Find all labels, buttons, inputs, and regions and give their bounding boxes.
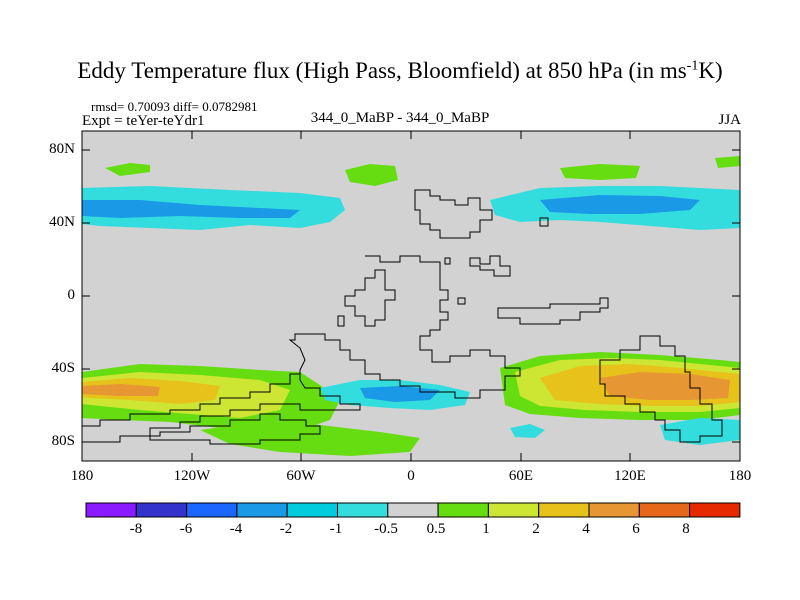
colorbar-swatch: [638, 502, 691, 518]
coast-island-1: [337, 315, 345, 327]
colorbar-swatch: [135, 502, 188, 518]
colorbar-label-p8: 8: [682, 521, 690, 537]
coast-island-4: [457, 297, 466, 305]
sh-cyan-left: [510, 424, 545, 438]
colorbar-label-m05: -0.5: [374, 521, 398, 537]
lon-label-180w: 180: [70, 468, 94, 484]
colorbar-swatch: [236, 502, 288, 518]
nh-east-blue-patch: [540, 195, 700, 214]
lon-label-0: 0: [407, 468, 415, 484]
nh-blue-patch: [82, 200, 300, 218]
colorbar-label-m1: -1: [329, 521, 343, 537]
colorbar-label-p05: 0.5: [426, 521, 446, 537]
nh-green-west: [105, 163, 150, 176]
nh-green-north: [345, 164, 398, 186]
sh-east-orange-band: [600, 372, 730, 400]
colorbar-label-m4: -4: [229, 521, 243, 537]
lon-label-180e: 180: [728, 468, 752, 484]
coast-island-3: [539, 217, 549, 227]
coast-island-2: [444, 257, 451, 265]
figure-title: Eddy Temperature flux (High Pass, Bloomf…: [77, 58, 723, 83]
colorbar-swatch: [186, 502, 238, 518]
lon-ticks: [191, 131, 631, 461]
lat-label-40n: 40N: [49, 214, 75, 230]
lon-label-60e: 60E: [508, 468, 534, 484]
colorbar-swatch: [387, 502, 439, 518]
sh-west-orange-band: [82, 384, 160, 396]
colorbar-swatch: [85, 502, 137, 518]
stats-text: rmsd= 0.70093 diff= 0.0782981: [91, 99, 258, 114]
coast-east-landmass: [497, 297, 609, 325]
coast-inner-landmass: [344, 269, 396, 327]
coastlines: [82, 189, 723, 445]
lon-label-120e: 120E: [614, 468, 646, 484]
lat-label-0: 0: [67, 287, 76, 303]
colorbar-label-p2: 2: [532, 521, 540, 537]
lat-label-40s: 40S: [51, 360, 75, 376]
lat-label-80n: 80N: [49, 141, 75, 157]
season-label: JJA: [718, 112, 741, 128]
nh-green-far-east: [715, 156, 740, 168]
colorbar-swatch: [337, 502, 389, 518]
center-label: 344_0_MaBP - 344_0_MaBP: [310, 110, 490, 126]
colorbar-label-p1: 1: [482, 521, 490, 537]
colorbar-label-m6: -6: [179, 521, 193, 537]
colorbar: [85, 502, 741, 518]
sh-south-green-band: [200, 422, 420, 456]
coast-south-lower: [149, 413, 321, 445]
colorbar-label-p6: 6: [632, 521, 640, 537]
colorbar-label-m8: -8: [129, 521, 143, 537]
coast-small-landmass: [469, 255, 511, 277]
colorbar-label-m2: -2: [279, 521, 293, 537]
colorbar-swatch: [487, 502, 540, 518]
coast-south-landmass: [82, 373, 300, 427]
nh-green-east: [560, 164, 640, 180]
coast-center-landmass: [82, 255, 521, 443]
colorbar-label-p4: 4: [582, 521, 590, 537]
lat-ticks: [82, 149, 740, 443]
colorbar-swatch: [588, 502, 640, 518]
coast-south-east-landmass: [599, 335, 723, 443]
colorbar-swatch: [689, 502, 741, 518]
lon-label-60w: 60W: [286, 468, 316, 484]
colorbar-swatch: [437, 502, 489, 518]
lat-label-80s: 80S: [51, 433, 75, 449]
experiment-label: Expt = teYer-teYdr1: [82, 113, 205, 129]
colorbar-swatch: [538, 502, 590, 518]
lon-label-120w: 120W: [173, 468, 211, 484]
colorbar-swatch: [286, 502, 339, 518]
coast-north-landmass: [414, 189, 493, 239]
